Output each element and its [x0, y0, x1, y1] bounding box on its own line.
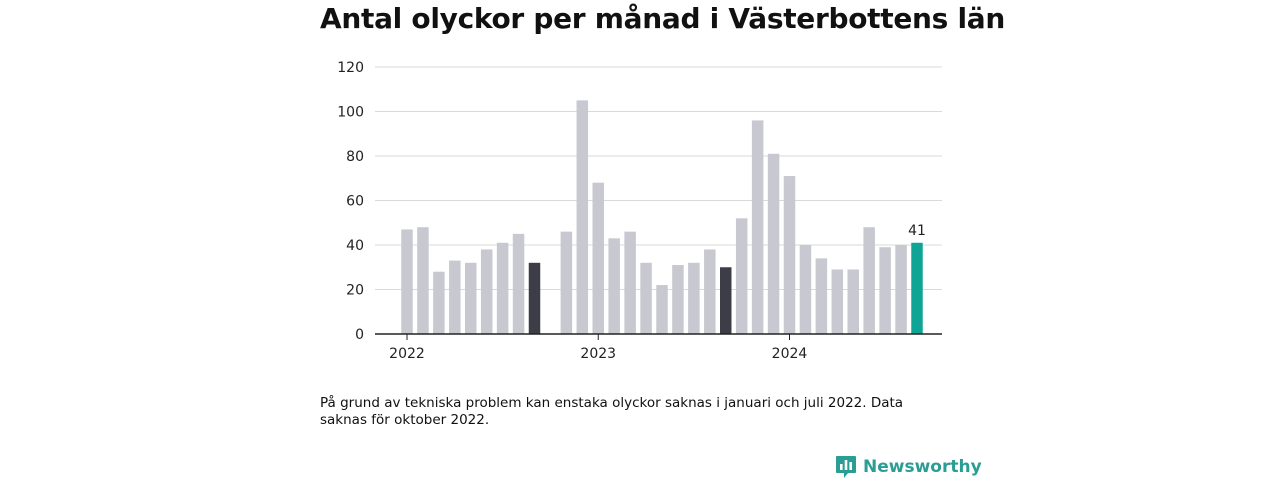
bar-2022-07 [496, 242, 509, 334]
bar-2024-07 [879, 247, 891, 334]
bar-2024-04 [831, 269, 844, 334]
bar-2024-05 [847, 269, 859, 334]
bar-2022-12 [576, 100, 589, 334]
bar-2022-06 [480, 249, 493, 334]
x-axis-ticks: 2022 2023 2024 [389, 334, 807, 362]
bar-2022-11 [560, 231, 573, 334]
bar-2024-01 [783, 176, 796, 334]
bar-2023-06 [672, 265, 684, 334]
bar-2024-03 [815, 258, 828, 334]
bar-2023-04 [640, 262, 652, 334]
bar-2023-01 [592, 182, 604, 334]
bar-2023-11 [751, 120, 764, 335]
bar-2023-07 [688, 262, 700, 334]
bar-2022-02 [417, 227, 429, 334]
y-tick-label: 120 [337, 60, 364, 76]
newsworthy-logo-text: Newsworthy [863, 457, 982, 477]
data-label: 41 [908, 223, 926, 239]
newsworthy-logo[interactable]: Newsworthy [835, 455, 982, 479]
bar-2022-01 [401, 229, 413, 334]
chart-title: Antal olyckor per månad i Västerbottens … [320, 2, 1005, 35]
y-axis-ticks: 0 20 40 60 80 100 120 [337, 60, 364, 343]
newsworthy-logo-icon [836, 456, 856, 478]
x-tick-label: 2022 [389, 346, 425, 362]
y-tick-label: 0 [355, 327, 364, 343]
bar-2022-08 [512, 233, 525, 334]
y-tick-label: 80 [346, 149, 364, 165]
bar-2024-02 [799, 245, 812, 334]
x-tick-label: 2023 [580, 346, 616, 362]
data-labels: 41 [908, 223, 926, 239]
gridlines [375, 66, 942, 290]
bar-2023-02 [608, 238, 620, 334]
bar-2022-04 [449, 260, 461, 334]
bar-2023-09 [720, 267, 732, 334]
bar-2023-03 [624, 231, 636, 334]
bar-2023-05 [656, 285, 668, 334]
bar-2023-08 [704, 249, 716, 334]
bars [401, 100, 923, 335]
bar-2024-06 [863, 227, 875, 334]
y-tick-label: 20 [346, 283, 364, 299]
footnote: På grund av tekniska problem kan enstaka… [320, 395, 904, 428]
x-tick-label: 2024 [772, 346, 808, 362]
bar-2022-09 [528, 262, 541, 334]
bar-2023-12 [767, 153, 780, 334]
bar-2024-08 [895, 245, 907, 334]
bar-2023-10 [735, 218, 748, 334]
bar-2022-05 [465, 262, 477, 334]
bar-2024-09 [911, 242, 923, 334]
y-tick-label: 100 [337, 105, 364, 121]
bar-2022-03 [433, 271, 445, 334]
y-tick-label: 40 [346, 238, 364, 254]
y-tick-label: 60 [346, 194, 364, 210]
